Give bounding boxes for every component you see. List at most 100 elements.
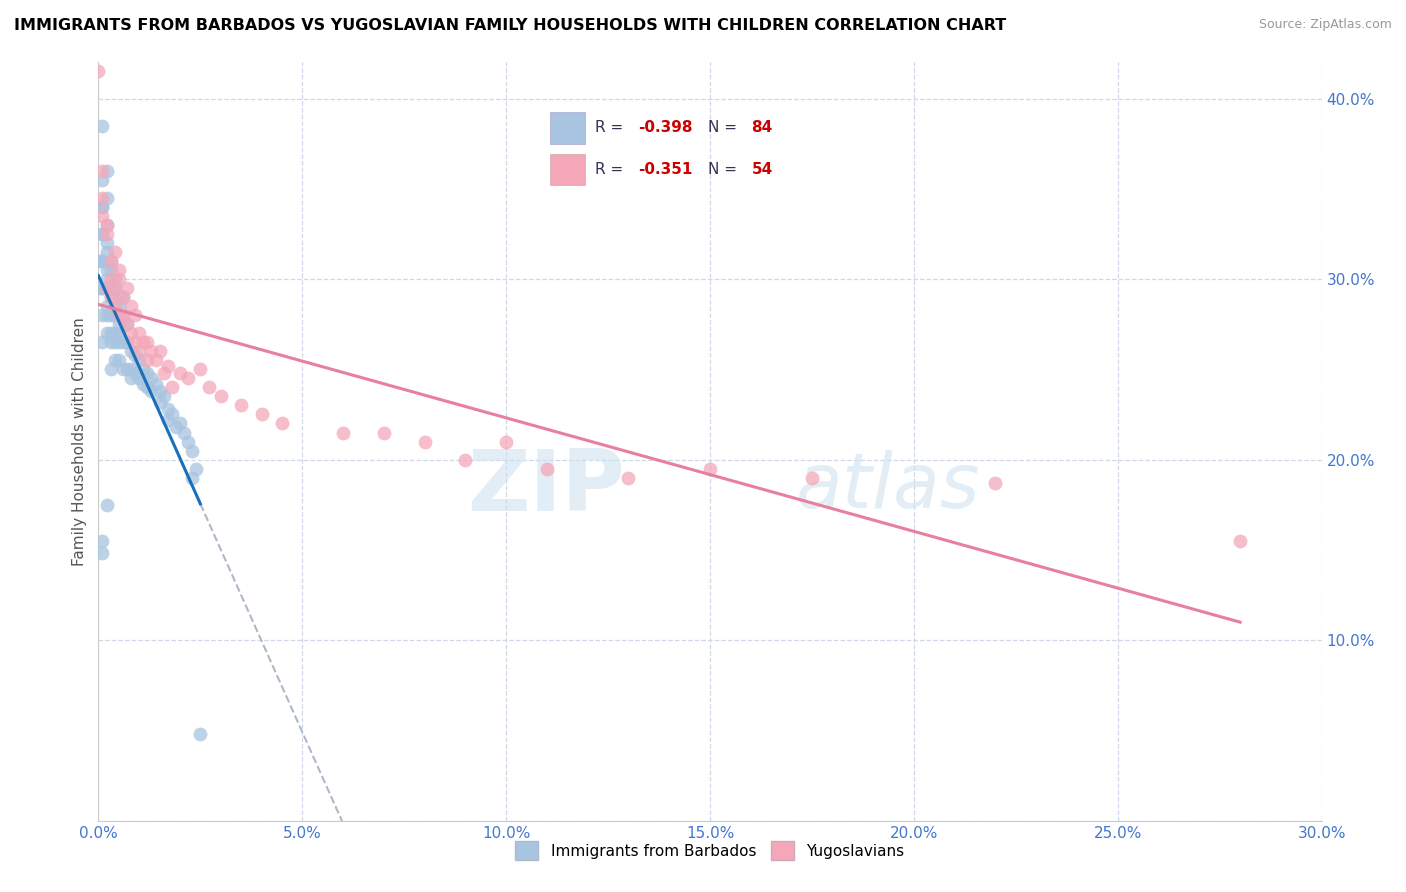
Point — [104, 353, 127, 368]
Point — [91, 227, 114, 241]
Point — [87, 254, 110, 268]
Point — [108, 335, 131, 350]
Point — [100, 290, 122, 304]
Point — [104, 272, 127, 286]
Point — [128, 353, 150, 368]
Point — [169, 366, 191, 380]
Point — [96, 272, 118, 286]
Point — [91, 191, 114, 205]
Point — [96, 191, 118, 205]
Point — [231, 399, 253, 413]
Point — [160, 380, 183, 394]
Point — [96, 227, 118, 241]
Point — [177, 371, 200, 385]
Point — [91, 533, 114, 548]
Point — [104, 335, 127, 350]
Text: ZIP: ZIP — [467, 445, 624, 529]
Point — [1229, 533, 1251, 548]
Point — [128, 371, 150, 385]
Point — [152, 389, 174, 403]
Point — [250, 408, 273, 422]
Point — [136, 353, 159, 368]
Point — [177, 434, 200, 449]
Point — [111, 290, 134, 304]
Point — [111, 362, 134, 376]
Point — [96, 281, 118, 295]
Point — [141, 344, 163, 359]
Point — [120, 344, 142, 359]
Point — [91, 254, 114, 268]
Point — [91, 227, 114, 241]
Point — [617, 470, 640, 484]
Point — [96, 163, 118, 178]
Point — [111, 335, 134, 350]
Point — [96, 326, 118, 341]
Point — [91, 163, 114, 178]
Point — [136, 380, 159, 394]
Point — [149, 384, 172, 398]
Point — [132, 335, 155, 350]
Point — [149, 344, 172, 359]
Point — [91, 546, 114, 560]
Point — [100, 254, 122, 268]
Point — [96, 308, 118, 322]
Point — [104, 281, 127, 295]
Point — [111, 308, 134, 322]
Point — [100, 290, 122, 304]
Point — [188, 362, 212, 376]
Point — [104, 308, 127, 322]
Point — [108, 290, 131, 304]
Point — [96, 218, 118, 232]
Point — [536, 461, 558, 475]
Point — [120, 299, 142, 313]
Point — [100, 326, 122, 341]
Point — [181, 470, 204, 484]
Point — [115, 335, 138, 350]
Point — [413, 434, 436, 449]
Point — [91, 335, 114, 350]
Point — [87, 64, 110, 78]
Point — [145, 376, 167, 391]
Point — [332, 425, 354, 440]
Point — [100, 308, 122, 322]
Point — [91, 254, 114, 268]
Point — [96, 498, 118, 512]
Point — [115, 362, 138, 376]
Point — [165, 420, 187, 434]
Point — [91, 200, 114, 214]
Point — [111, 290, 134, 304]
Point — [169, 417, 191, 431]
Text: atlas: atlas — [796, 450, 980, 524]
Point — [120, 371, 142, 385]
Point — [104, 299, 127, 313]
Point — [124, 308, 146, 322]
Point — [87, 281, 110, 295]
Point — [96, 299, 118, 313]
Point — [454, 452, 477, 467]
Point — [984, 476, 1007, 491]
Point — [136, 366, 159, 380]
Point — [128, 344, 150, 359]
Point — [115, 281, 138, 295]
Point — [108, 308, 131, 322]
Point — [115, 317, 138, 331]
Point — [120, 326, 142, 341]
Point — [91, 119, 114, 133]
Point — [91, 173, 114, 187]
Point — [96, 235, 118, 250]
Point — [141, 371, 163, 385]
Text: Source: ZipAtlas.com: Source: ZipAtlas.com — [1258, 18, 1392, 31]
Y-axis label: Family Households with Children: Family Households with Children — [72, 318, 87, 566]
Point — [149, 394, 172, 409]
Point — [108, 317, 131, 331]
Point — [96, 218, 118, 232]
Point — [91, 308, 114, 322]
Point — [124, 335, 146, 350]
Point — [108, 353, 131, 368]
Point — [108, 263, 131, 277]
Point — [100, 335, 122, 350]
Point — [111, 311, 134, 326]
Point — [209, 389, 232, 403]
Point — [197, 380, 219, 394]
Point — [104, 244, 127, 259]
